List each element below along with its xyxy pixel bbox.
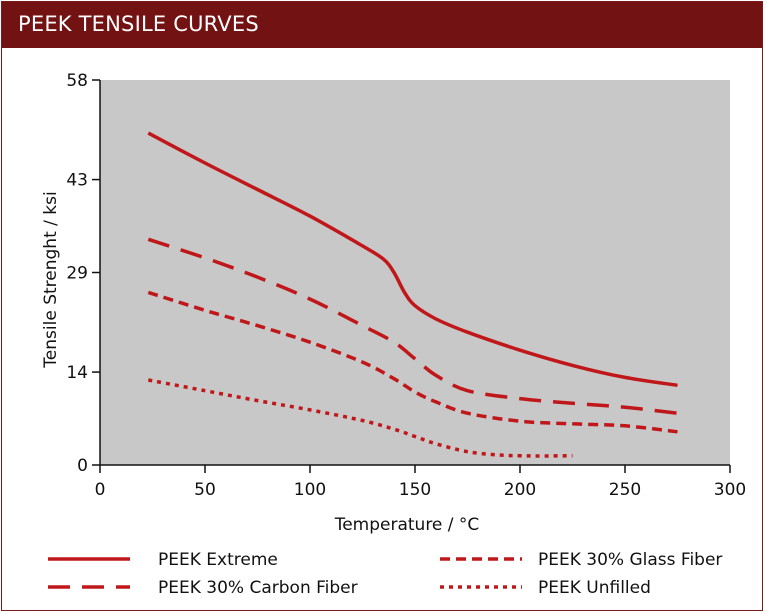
y-tick-label: 58 [66, 71, 88, 91]
series-line-3 [147, 290, 678, 434]
axes-layer: 0 14 29 43 58 0 50 100 150 200 250 300 [66, 71, 746, 500]
chart-title: PEEK TENSILE CURVES [18, 12, 259, 36]
legend-label-3: PEEK 30% Glass Fiber [538, 550, 722, 570]
legend-label-1: PEEK Extreme [158, 550, 278, 570]
x-tick-label: 150 [399, 480, 431, 500]
x-tick-label: 300 [714, 480, 746, 500]
legend: PEEK Extreme PEEK 30% Carbon Fiber PEEK 30… [48, 550, 722, 598]
x-tick-label: 250 [609, 480, 641, 500]
title-bar: PEEK TENSILE CURVES [2, 2, 762, 48]
y-axis-label: Tensile Strenght / ksi [41, 191, 61, 368]
y-tick-label: 0 [77, 456, 88, 476]
plot-area [100, 80, 730, 465]
y-tick-label: 14 [66, 363, 88, 383]
series-line-1 [147, 131, 678, 388]
legend-label-2: PEEK 30% Carbon Fiber [158, 578, 358, 598]
y-tick-label: 29 [66, 264, 88, 284]
series-line-4 [147, 378, 573, 458]
x-tick-label: 0 [95, 480, 106, 500]
x-tick-label: 50 [194, 480, 216, 500]
series-layer [147, 131, 678, 458]
y-tick-label: 43 [66, 171, 88, 191]
series-line-2 [147, 237, 678, 415]
x-axis-label: Temperature / °C [334, 515, 480, 535]
x-tick-label: 200 [504, 480, 536, 500]
legend-label-4: PEEK Unfilled [538, 578, 651, 598]
x-tick-label: 100 [294, 480, 326, 500]
